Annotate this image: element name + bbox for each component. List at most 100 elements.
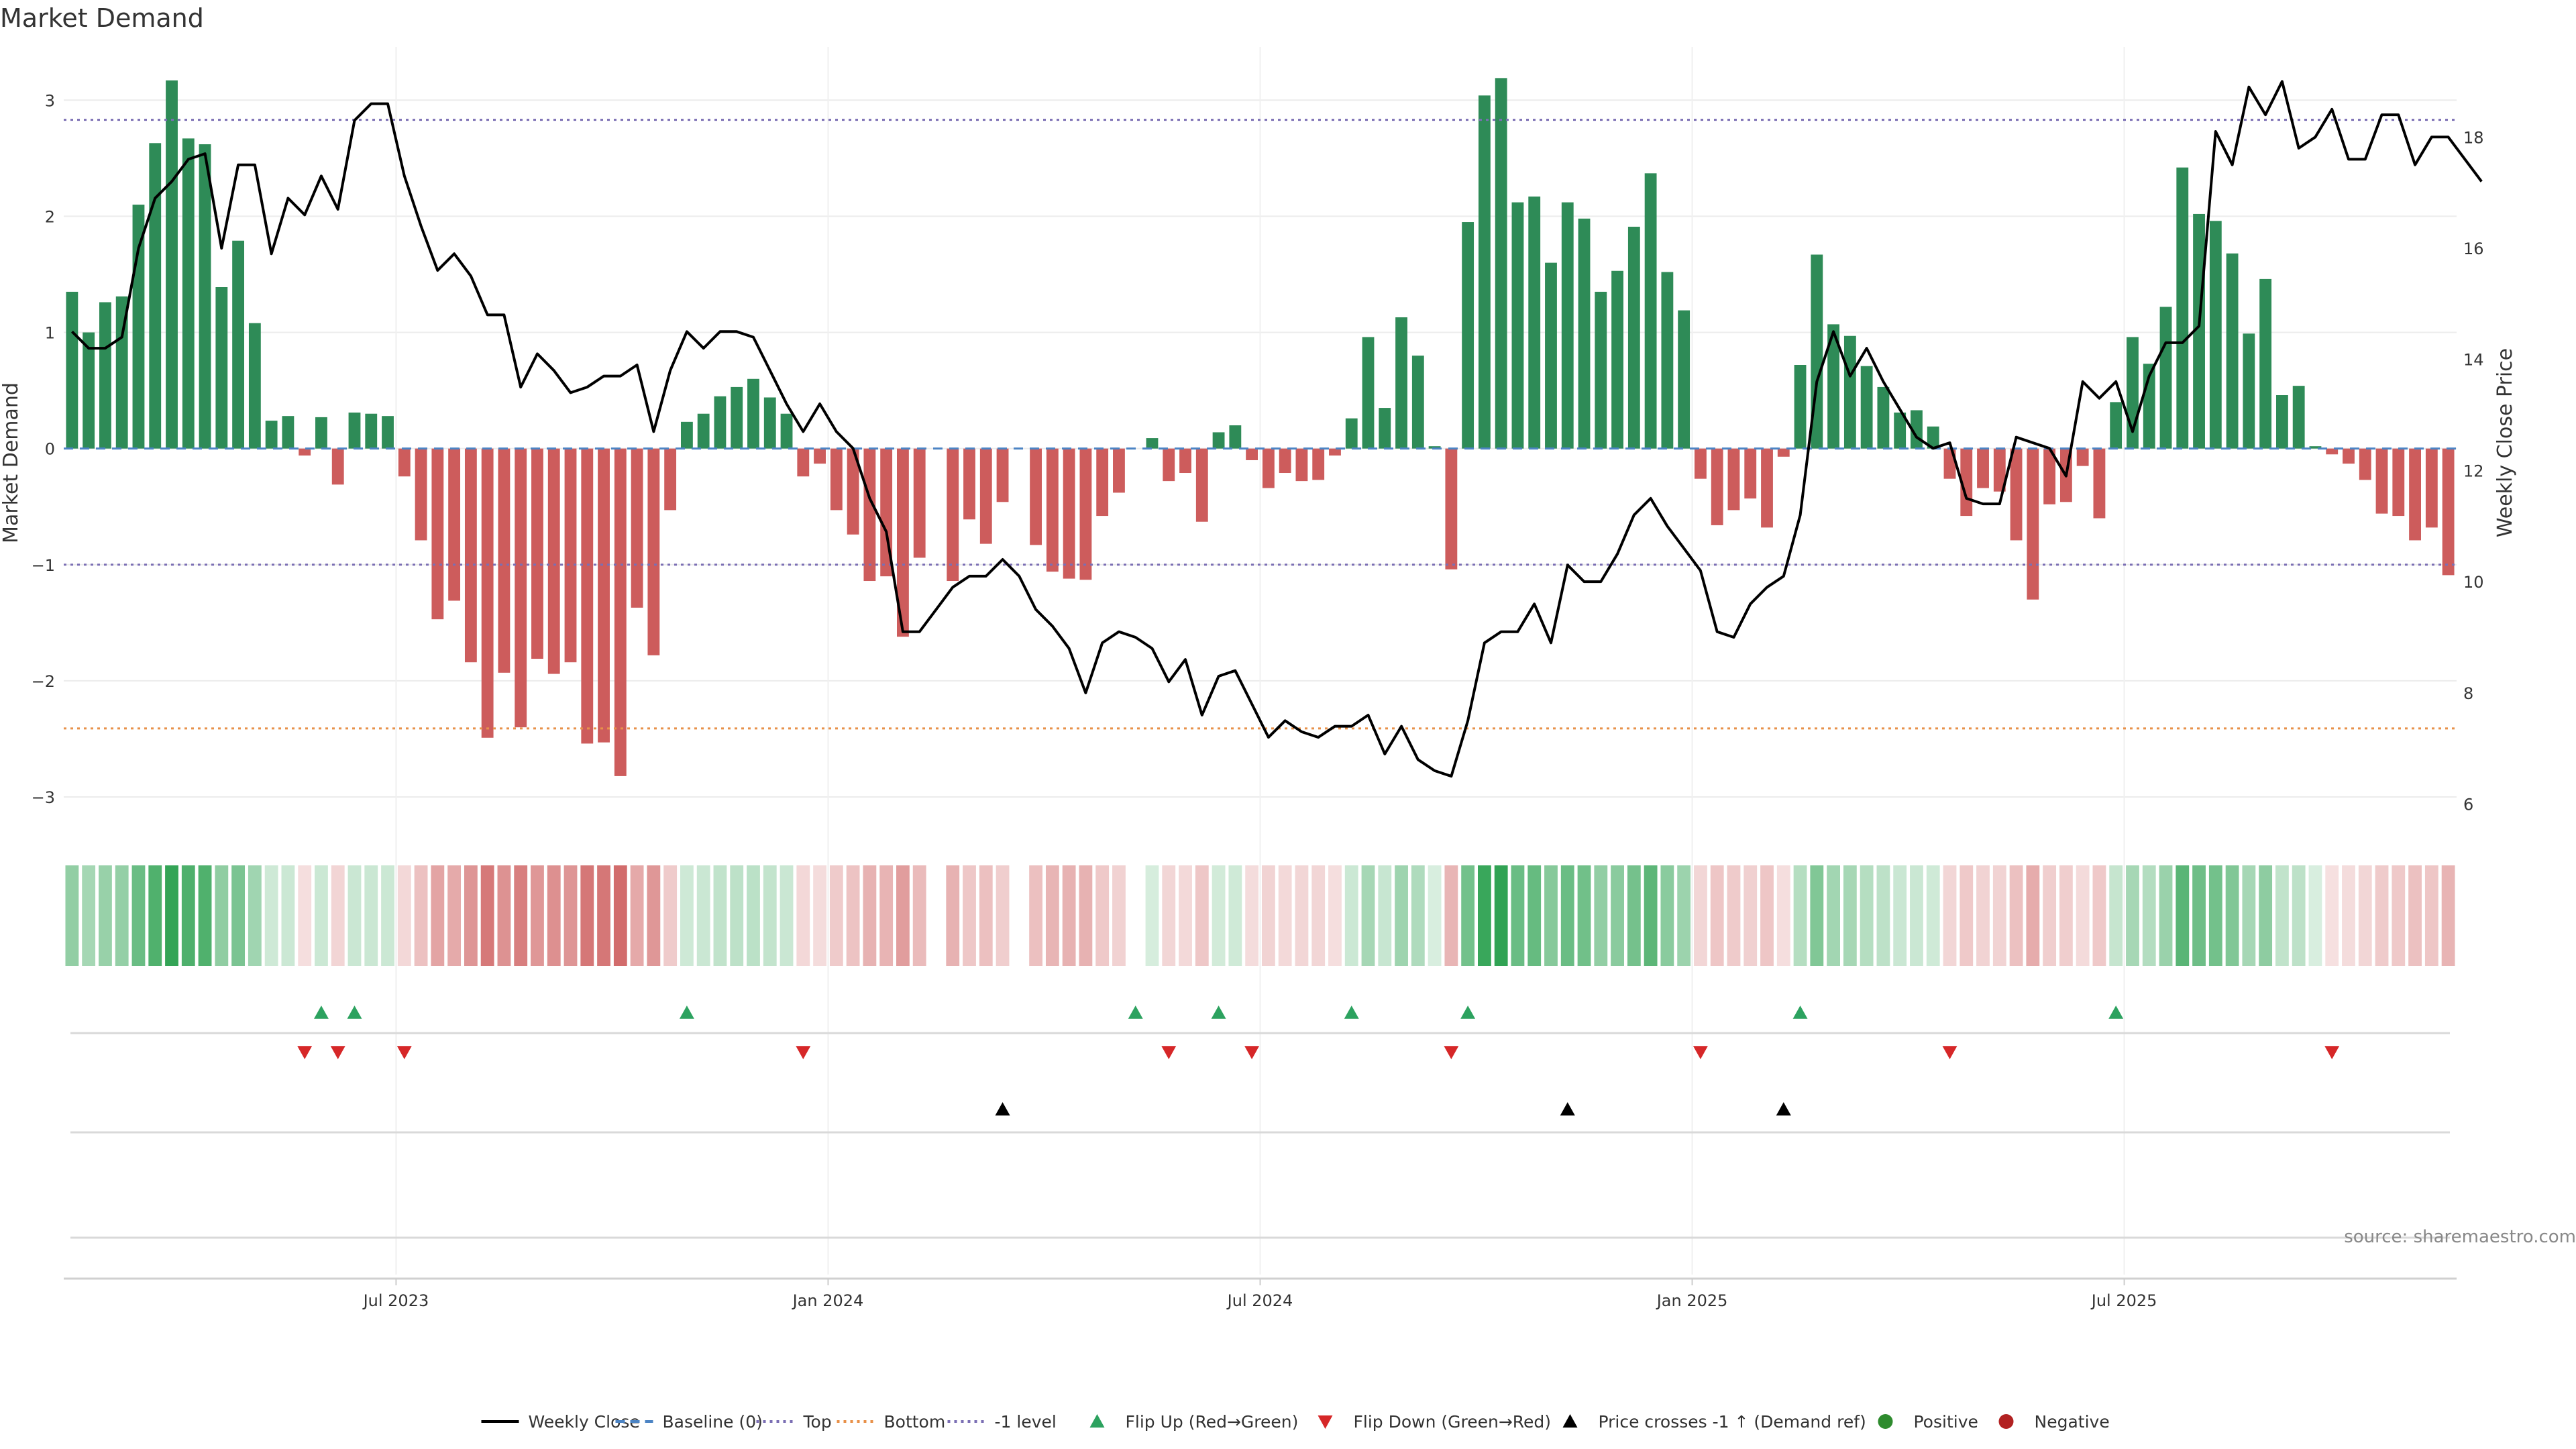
demand-bar <box>66 291 78 449</box>
legend-label: Price crosses -1 ↑ (Demand ref) <box>1599 1412 1866 1432</box>
heat-cell <box>2192 865 2206 966</box>
heat-cell <box>663 865 678 966</box>
heat-cell <box>1776 865 1790 966</box>
heat-cell <box>2275 865 2289 966</box>
demand-bar <box>1894 412 1907 449</box>
demand-bar <box>182 138 195 449</box>
demand-bar <box>2159 307 2172 449</box>
heat-cell <box>1494 865 1508 966</box>
demand-bar <box>1030 448 1042 545</box>
heat-cell <box>1577 865 1591 966</box>
heat-cell <box>1793 865 1807 966</box>
demand-bar <box>1295 448 1308 482</box>
heat-cell <box>1095 865 1110 966</box>
right-tick-label: 10 <box>2463 573 2484 592</box>
demand-bar <box>1611 270 1623 449</box>
right-tick-label: 6 <box>2463 796 2473 814</box>
demand-bar <box>2425 448 2438 528</box>
heat-cell <box>1677 865 1691 966</box>
heat-cell <box>381 865 394 966</box>
demand-bar <box>897 448 909 637</box>
heat-cell <box>1029 865 1043 966</box>
demand-bar <box>1511 202 1524 449</box>
heat-cell <box>1245 865 1259 966</box>
heat-cell <box>580 865 594 966</box>
heat-cell <box>181 865 195 966</box>
heat-cell <box>647 865 661 966</box>
heat-cell <box>2242 865 2256 966</box>
price-line-layer <box>70 80 2483 778</box>
heat-cell <box>630 865 644 966</box>
demand-bar <box>680 421 693 449</box>
demand-bar <box>547 448 560 674</box>
heat-cell <box>1827 865 1841 966</box>
heat-cell <box>1960 865 1974 966</box>
demand-bar <box>1495 78 1507 449</box>
heat-cell <box>896 865 910 966</box>
demand-bar <box>598 448 610 743</box>
demand-bar <box>581 448 594 744</box>
heat-cell <box>1926 865 1940 966</box>
right-tick-label: 16 <box>2463 239 2484 258</box>
right-axis-ticks: 18 16 14 12 10 8 6 <box>2463 128 2484 814</box>
flip-up-marker <box>1344 1006 1359 1019</box>
demand-bar <box>830 448 843 511</box>
signal-markers <box>297 1006 2340 1116</box>
heat-cell <box>846 865 860 966</box>
flip-down-marker <box>1244 1046 1260 1059</box>
heat-cell <box>1411 865 1425 966</box>
heat-cell <box>431 865 445 966</box>
demand-bar <box>1462 222 1474 449</box>
heat-cell <box>231 865 246 966</box>
demand-bar <box>1046 448 1059 572</box>
heat-cell <box>1145 865 1159 966</box>
left-tick-label: −1 <box>32 556 55 575</box>
heat-cell <box>996 865 1010 966</box>
heat-cell <box>979 865 993 966</box>
heat-cell <box>2092 865 2106 966</box>
heat-cell <box>1461 865 1475 966</box>
heat-cell <box>2076 865 2090 966</box>
heat-cell <box>763 865 777 966</box>
heat-cell <box>813 865 826 966</box>
demand-bar <box>614 448 627 776</box>
heat-cell <box>1344 865 1358 966</box>
heat-cell <box>2292 865 2306 966</box>
demand-bar <box>1561 202 1574 449</box>
heat-cell <box>1477 865 1491 966</box>
heat-cell <box>1428 865 1442 966</box>
legend-swatch <box>1089 1414 1105 1428</box>
demand-bar <box>431 448 444 620</box>
flip-up-marker <box>1128 1006 1143 1019</box>
demand-bar <box>2226 253 2239 449</box>
heat-cell <box>315 865 328 966</box>
heat-cell <box>331 865 345 966</box>
demand-bar <box>1379 408 1391 449</box>
demand-bar <box>1877 386 1890 449</box>
left-tick-label: 0 <box>45 440 55 459</box>
heat-cell <box>2225 865 2239 966</box>
demand-bar <box>1644 173 1657 449</box>
demand-bar <box>1445 448 1458 570</box>
demand-bar <box>1279 448 1291 474</box>
demand-bar <box>2409 448 2421 541</box>
heat-cell <box>680 865 694 966</box>
demand-bar <box>996 448 1009 502</box>
demand-bar <box>2309 446 2322 449</box>
demand-bar <box>913 448 926 558</box>
demand-bar <box>1744 448 1757 499</box>
price-cross-marker <box>1560 1102 1575 1116</box>
legend-item: Positive <box>1878 1412 1978 1432</box>
left-tick-label: −2 <box>32 672 55 691</box>
heat-cell <box>82 865 96 966</box>
demand-bar <box>1362 337 1375 449</box>
demand-bar <box>747 378 759 449</box>
heat-cell <box>2159 865 2173 966</box>
demand-bar <box>2275 395 2288 449</box>
heat-cell <box>2308 865 2322 966</box>
demand-bar <box>498 448 511 673</box>
heat-cell <box>1195 865 1209 966</box>
legend-item: Flip Down (Green→Red) <box>1318 1412 1551 1432</box>
heat-cell <box>1045 865 1059 966</box>
